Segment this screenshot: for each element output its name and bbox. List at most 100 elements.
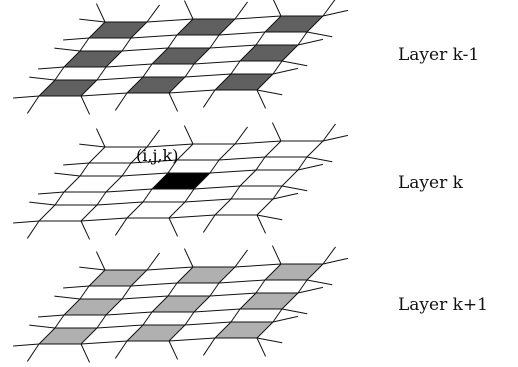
grid-boundary-line <box>80 220 91 240</box>
grid-edge-line <box>121 285 132 300</box>
grid-cell <box>213 321 275 339</box>
grid-edge-line <box>54 191 65 206</box>
grid-edge-line <box>167 282 178 297</box>
grid-edge-line <box>121 172 169 177</box>
grid-edge-line <box>121 295 169 300</box>
grid-edge-line <box>79 37 90 52</box>
grid-cell <box>175 18 237 36</box>
grid-edge-line <box>234 140 282 145</box>
grid-boundary-line <box>322 134 349 142</box>
grid-boundary-line <box>63 162 90 166</box>
grid-edge-line <box>218 31 266 36</box>
grid-edge-line <box>80 217 128 222</box>
grid-boundary-line <box>272 192 299 200</box>
grid-boundary-line <box>146 129 160 148</box>
grid-edge-line <box>130 282 178 287</box>
grid-edge-line <box>209 169 257 174</box>
grid-boundary-line <box>322 246 336 265</box>
grid-edge-line <box>168 214 216 219</box>
grid-edge-line <box>234 15 282 20</box>
grid-boundary-line <box>38 314 65 318</box>
grid-boundary-line <box>256 214 283 221</box>
grid-edge-line <box>105 188 153 193</box>
grid-cell <box>125 324 187 342</box>
grid-edge-line <box>193 60 241 65</box>
grid-edge-line <box>105 63 153 68</box>
grid-edge-line <box>234 263 282 268</box>
grid-boundary-line <box>183 125 194 145</box>
grid-boundary-line <box>281 60 308 67</box>
grid-edge-line <box>130 34 178 39</box>
grid-boundary-line <box>54 295 81 300</box>
grid-cell <box>37 79 99 97</box>
grid-boundary-line <box>54 172 81 177</box>
grid-edge-line <box>184 321 232 326</box>
grid-boundary-line <box>272 67 299 75</box>
grid-cell <box>175 143 237 161</box>
grid-boundary-line <box>272 0 282 17</box>
grid-edge-line <box>297 156 308 171</box>
layer-label-k: Layer k <box>398 173 463 193</box>
grid-boundary-line <box>95 128 106 148</box>
grid-edge-line <box>209 159 220 174</box>
grid-edge-line <box>209 292 257 297</box>
grid-edge-line <box>54 66 65 81</box>
grid-boundary-line <box>26 95 40 114</box>
grid-cell <box>87 146 149 164</box>
grid-boundary-line <box>80 343 91 363</box>
grid-boundary-line <box>281 308 308 315</box>
grid-edge-line <box>146 18 194 23</box>
grid-boundary-line <box>168 217 179 237</box>
grid-boundary-line <box>256 337 267 357</box>
grid-edge-line <box>209 282 220 297</box>
grid-boundary-line <box>297 38 324 46</box>
grid-edge-line <box>96 66 107 81</box>
grid-edge-line <box>272 60 283 75</box>
layer-group-2 <box>13 245 349 363</box>
grid-edge-line <box>184 188 195 203</box>
grid-boundary-line <box>256 214 267 234</box>
grid-boundary-line <box>271 122 282 142</box>
grid-edge-line <box>105 311 153 316</box>
grid-boundary-line <box>13 220 40 224</box>
grid-edge-line <box>218 279 266 284</box>
grid-cell <box>175 266 237 284</box>
grid-edge-line <box>142 63 153 78</box>
grid-boundary-line <box>306 279 333 286</box>
grid-edge-line <box>121 47 169 52</box>
grid-boundary-line <box>114 340 128 359</box>
grid-edge-line <box>193 308 241 313</box>
grid-boundary-line <box>256 89 267 109</box>
grid-cell <box>37 204 99 222</box>
grid-edge-line <box>272 308 283 323</box>
layer-group-0 <box>13 0 349 115</box>
grid-cell <box>263 140 325 158</box>
grid-boundary-line <box>13 95 40 99</box>
grid-boundary-line <box>146 4 160 23</box>
grid-boundary-line <box>54 47 81 52</box>
grid-edge-line <box>54 314 65 329</box>
layer-group-1 <box>13 122 349 240</box>
grid-boundary-line <box>234 1 248 20</box>
grid-edge-line <box>230 185 241 200</box>
grid-boundary-line <box>114 92 128 111</box>
grid-boundary-line <box>79 18 106 23</box>
grid-cell <box>150 47 212 65</box>
grid-boundary-line <box>80 95 91 115</box>
grid-boundary-line <box>146 252 160 271</box>
grid-boundary-line <box>272 315 299 323</box>
grid-edge-line <box>255 156 266 171</box>
grid-cell <box>125 201 187 219</box>
grid-boundary-line <box>271 245 282 265</box>
grid-boundary-line <box>306 31 333 38</box>
grid-edge-line <box>168 89 216 94</box>
grid-boundary-line <box>79 266 106 271</box>
grid-boundary-line <box>168 92 179 112</box>
grid-boundary-line <box>322 0 336 17</box>
grid-boundary-line <box>256 89 283 96</box>
layer-label-k-plus-1: Layer k+1 <box>398 295 488 315</box>
grid-boundary-line <box>322 257 349 265</box>
cell-index-label: (i,j,k) <box>136 146 179 165</box>
grid-edge-line <box>272 185 283 200</box>
grid-edge-line <box>96 191 107 206</box>
